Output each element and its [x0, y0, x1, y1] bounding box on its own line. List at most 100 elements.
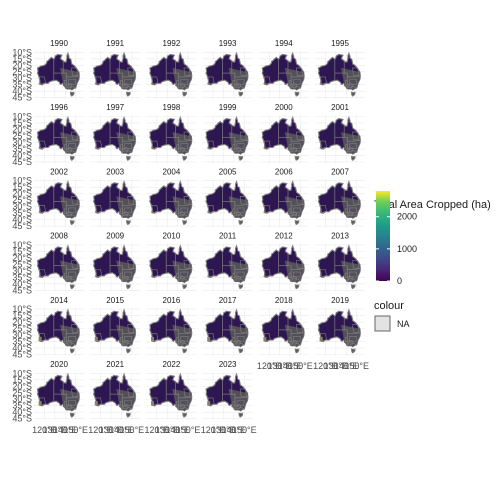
region-boundary [235, 276, 241, 281]
region-boundary [236, 336, 245, 342]
fill-legend-tick-label: 2000 [397, 212, 417, 222]
region-boundary [349, 79, 358, 86]
x-tick-label: 150°E [288, 361, 313, 371]
na-region-tasmania [351, 91, 356, 97]
y-tick-label: 45°S [12, 414, 32, 424]
region-boundary [151, 269, 159, 278]
colour-legend-label-na: NA [397, 319, 410, 329]
y-tick-label: 45°S [12, 157, 32, 167]
facet-panel-2001: 2001 [315, 103, 365, 164]
y-tick-label: 35°S [12, 401, 32, 411]
y-tick-label: 20°S [12, 317, 32, 327]
y-tick-label: 30°S [12, 394, 32, 404]
region-boundary [124, 79, 133, 86]
y-tick-label: 20°S [12, 381, 32, 391]
state-boundary [234, 275, 245, 281]
region-boundary [207, 205, 215, 213]
facet-strip-label: 2003 [106, 167, 124, 176]
state-boundary [234, 211, 245, 217]
region-boundary [207, 140, 215, 149]
region-boundary [292, 207, 301, 214]
region-boundary [347, 83, 354, 88]
facet-panel-1997: 1997 [90, 103, 141, 164]
na-region-tasmania [238, 412, 243, 418]
na-region-tasmania [294, 220, 300, 225]
state-boundary [178, 83, 189, 89]
facet-strip-label: 1994 [275, 39, 293, 48]
facet-strip-label: 2006 [275, 167, 293, 176]
region-boundary [295, 131, 303, 141]
na-region-tasmania [351, 284, 356, 289]
facet-strip-label: 2023 [219, 360, 237, 369]
region-boundary [127, 324, 135, 333]
region-boundary [66, 276, 73, 281]
y-tick-label: 20°S [12, 60, 32, 70]
y-tick-label: 30°S [12, 266, 32, 276]
state-boundary [178, 75, 192, 78]
region-boundary [235, 83, 241, 88]
region-boundary [68, 336, 77, 342]
region-boundary [352, 196, 360, 205]
state-boundary [178, 404, 189, 410]
x-tick-label: 150°E [232, 425, 257, 435]
state-boundary [234, 332, 248, 335]
x-tick-label: 140°E [334, 361, 359, 371]
state-boundary [347, 211, 357, 217]
y-tick-label: 25°S [12, 324, 32, 334]
x-tick-label: 150°E [63, 425, 88, 435]
region-boundary [124, 400, 133, 407]
state-boundary [66, 332, 80, 335]
state-boundary [234, 404, 245, 410]
x-tick-label: 150°E [176, 425, 201, 435]
facet-strip-label: 2011 [219, 232, 237, 241]
region-boundary [71, 388, 79, 397]
facet-strip-label: 2009 [106, 232, 124, 241]
region-boundary [68, 79, 77, 86]
region-boundary [179, 212, 185, 216]
na-region-tasmania [70, 284, 75, 289]
facet-panel-2010: 2010 [146, 232, 197, 292]
facet-strip-label: 1991 [106, 39, 124, 48]
state-boundary [66, 83, 76, 89]
region-boundary [66, 147, 73, 152]
state-boundary [178, 275, 189, 281]
x-tick-label: 140°E [278, 361, 303, 371]
region-boundary [207, 333, 215, 342]
state-boundary [122, 147, 133, 153]
facet-panel-2003: 2003 [90, 167, 141, 228]
state-boundary [290, 339, 301, 346]
na-region-tasmania [351, 155, 356, 161]
region-boundary [239, 67, 247, 76]
region-boundary [263, 76, 271, 85]
state-boundary [66, 147, 76, 153]
state-boundary [178, 203, 192, 206]
state-boundary [122, 332, 136, 335]
region-boundary [127, 131, 135, 141]
facet-strip-label: 2002 [50, 167, 68, 176]
na-region-tasmania [126, 91, 131, 97]
x-tick-label: 120°E [257, 361, 282, 371]
region-boundary [183, 388, 191, 397]
state-boundary [66, 139, 80, 142]
facet-strip-label: 1997 [106, 103, 124, 112]
region-boundary [349, 271, 358, 278]
na-region-tasmania [182, 412, 187, 418]
region-boundary [71, 260, 79, 269]
region-boundary [349, 143, 358, 150]
facet-panel-1999: 1999 [202, 103, 253, 164]
region-boundary [66, 340, 73, 345]
region-boundary [95, 76, 103, 85]
region-boundary [151, 333, 159, 342]
na-region-tasmania [70, 220, 75, 225]
state-boundary [291, 332, 305, 335]
facet-strip-label: 1990 [50, 39, 68, 48]
y-tick-label: 25°S [12, 388, 32, 398]
y-tick-label: 20°S [12, 253, 32, 263]
region-boundary [183, 67, 191, 76]
state-boundary [291, 75, 305, 78]
region-boundary [292, 143, 301, 150]
region-boundary [291, 147, 298, 152]
state-boundary [290, 275, 301, 281]
